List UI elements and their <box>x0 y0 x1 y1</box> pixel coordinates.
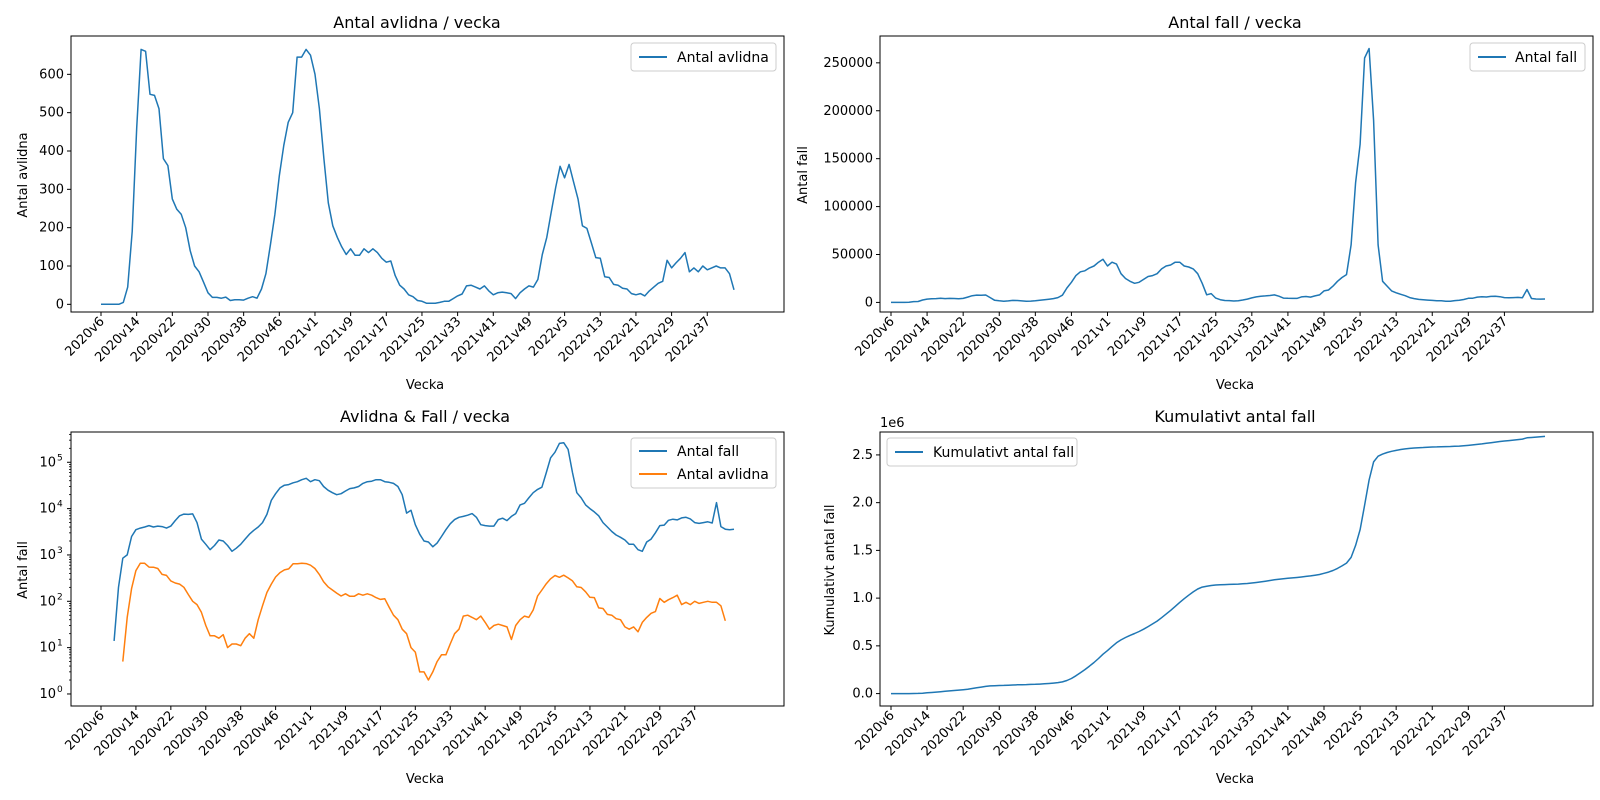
y-tick-label: 10 <box>39 641 56 656</box>
y-tick-label: 200000 <box>823 104 873 119</box>
y-tick-label: 10 <box>39 502 56 517</box>
x-axis-label: Vecka <box>406 378 444 393</box>
y-tick-label: 300 <box>39 182 64 197</box>
y-tick-label: 1.5 <box>852 543 873 558</box>
y-tick-label: 200 <box>39 221 64 236</box>
legend: Antal fall <box>1469 42 1586 72</box>
y-axis-label: Antal fall <box>16 541 31 599</box>
y-tick-label: 100000 <box>823 200 873 215</box>
series-line-antal-fall <box>113 441 735 641</box>
chart-title: Antal avlidna / vecka <box>333 13 500 32</box>
y-tick-label: 10 <box>39 548 56 563</box>
y-tick-label: 250000 <box>823 56 873 71</box>
y-tick-label: 600 <box>39 67 64 82</box>
y-tick-label: 0 <box>56 297 64 312</box>
series-line-antal-avlidna <box>101 48 735 306</box>
series-line-antal-avlidna <box>122 562 727 681</box>
legend-label-antal-avlidna: Antal avlidna <box>677 50 769 66</box>
y-tick-label: 10 <box>39 594 56 609</box>
y-axis-label: Antal avlidna <box>16 132 31 217</box>
x-axis-label: Vecka <box>1216 378 1254 393</box>
chart-title: Kumulativt antal fall <box>1154 407 1315 426</box>
y-tick-exponent: 2 <box>57 592 63 602</box>
legend-label-kumulativt-antal-fall: Kumulativt antal fall <box>933 445 1074 461</box>
y-tick-label: 2.5 <box>852 448 873 463</box>
x-axis-label: Vecka <box>1216 772 1254 787</box>
y-axis-label: Kumulativt antal fall <box>823 504 838 635</box>
y-tick-label: 10 <box>39 687 56 702</box>
legend: Kumulativt antal fall <box>886 437 1078 467</box>
y-tick-label: 0.5 <box>852 639 873 654</box>
legend-label-antal-fall: Antal fall <box>1515 50 1577 66</box>
y-tick-exponent: 3 <box>57 546 63 556</box>
series-line-antal-fall <box>891 47 1546 304</box>
y-tick-exponent: 5 <box>57 453 63 463</box>
y-tick-label: 100 <box>39 259 64 274</box>
plot-frame <box>70 35 785 313</box>
plot-frame <box>879 35 1594 313</box>
plot-frame <box>879 431 1594 707</box>
legend-box <box>630 42 777 72</box>
y-tick-label: 150000 <box>823 152 873 167</box>
y-offset-text: 1e6 <box>880 416 905 431</box>
legend-box <box>630 437 777 489</box>
y-tick-label: 0.0 <box>852 687 873 702</box>
chart-title: Antal fall / vecka <box>1168 13 1301 32</box>
chart-title: Avlidna & Fall / vecka <box>340 407 510 426</box>
legend: Antal fall Antal avlidna <box>630 437 777 489</box>
y-tick-label: 400 <box>39 144 64 159</box>
y-tick-exponent: 1 <box>57 639 63 649</box>
y-tick-exponent: 4 <box>57 500 63 510</box>
y-tick-label: 1.0 <box>852 591 873 606</box>
y-tick-exponent: 0 <box>57 685 63 695</box>
legend-box <box>1469 42 1586 72</box>
series-line-kumulativt-antal-fall <box>891 435 1546 695</box>
y-tick-label: 0 <box>865 295 873 310</box>
y-axis-label: Antal fall <box>796 146 811 204</box>
legend: Antal avlidna <box>630 42 777 72</box>
y-tick-label: 500 <box>39 106 64 121</box>
y-tick-label: 10 <box>39 455 56 470</box>
y-tick-label: 50000 <box>832 248 873 263</box>
x-axis-label: Vecka <box>406 772 444 787</box>
legend-box <box>886 437 1078 467</box>
y-tick-label: 2.0 <box>852 496 873 511</box>
legend-label-antal-avlidna: Antal avlidna <box>677 467 769 483</box>
legend-label-antal-fall: Antal fall <box>677 444 739 460</box>
